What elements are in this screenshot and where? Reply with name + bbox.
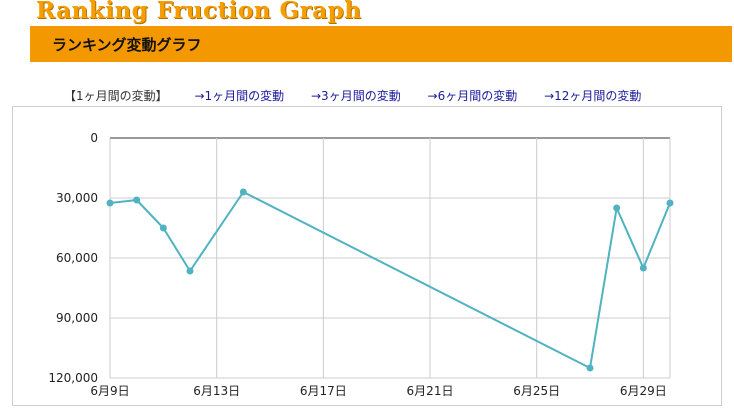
chart-frame: 0 30,000 60,000 90,000 120,000 6月9日 6月13日 6月17日… [12,106,722,406]
data-point [586,364,594,372]
y-tick-label: 30,000 [56,191,98,205]
x-tick-label: 6月13日 [193,384,240,398]
x-tick-label: 6月25日 [513,384,560,398]
series-line [109,191,671,369]
data-point [613,204,621,212]
tab-1-month-current: 【1ヶ月間の変動】 [64,89,168,103]
logo-title: Ranking Fruction Graph [36,0,362,24]
x-tick-label: 6月21日 [407,384,454,398]
data-point [666,199,674,207]
period-tabs: 【1ヶ月間の変動】 →1ヶ月間の変動 →3ヶ月間の変動 →6ヶ月間の変動 →12… [64,87,664,105]
tab-3-month-link[interactable]: →3ヶ月間の変動 [311,89,401,103]
tab-6-month-link[interactable]: →6ヶ月間の変動 [427,89,518,103]
banner-title: ランキング変動グラフ [52,36,202,54]
y-tick-label: 0 [90,131,98,145]
data-point [133,196,141,204]
tab-1-month-link[interactable]: →1ヶ月間の変動 [194,89,285,103]
title-banner: ランキング変動グラフ [30,26,732,62]
data-point [639,264,647,272]
y-tick-label: 60,000 [56,251,98,265]
data-point [186,267,194,275]
x-tick-label: 6月29日 [620,384,667,398]
data-point [239,188,247,196]
y-tick-label: 90,000 [56,311,98,325]
data-point [106,199,114,207]
y-tick-label: 120,000 [48,371,98,385]
x-tick-label: 6月17日 [300,384,347,398]
data-point [159,224,167,232]
tab-12-month-link[interactable]: →12ヶ月間の変動 [544,89,642,103]
x-tick-label: 6月9日 [90,384,129,398]
